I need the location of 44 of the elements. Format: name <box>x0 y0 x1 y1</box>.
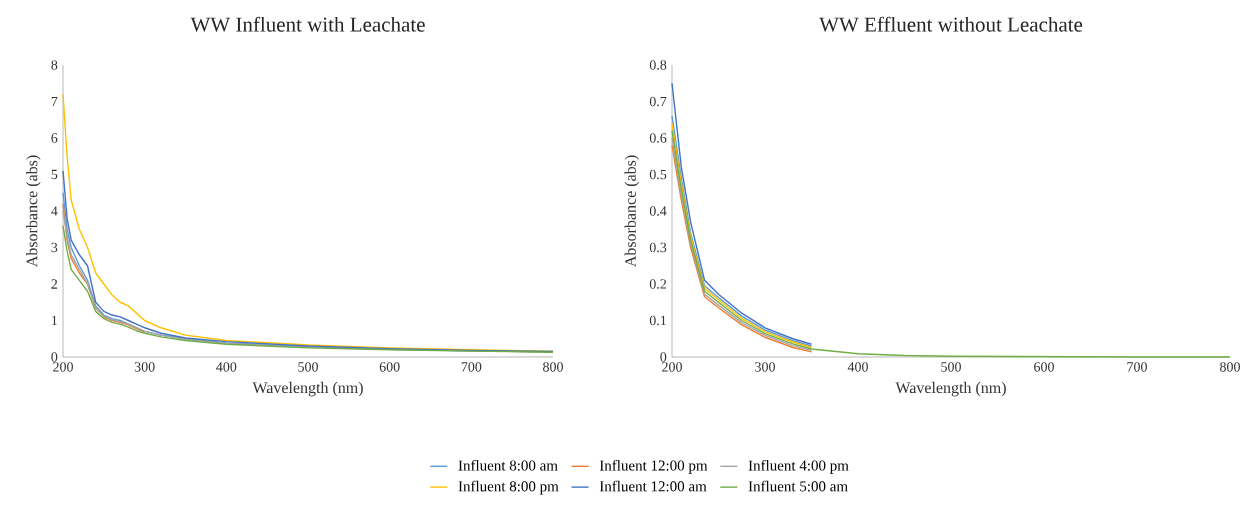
x-tick-label: 200 <box>662 362 682 372</box>
x-tick-label: 600 <box>1034 362 1054 372</box>
legend-label: Influent 8:00 pm <box>458 480 559 495</box>
x-tick-label: 200 <box>53 362 73 372</box>
x-tick-label: 300 <box>755 362 775 372</box>
y-tick-label: 0.7 <box>649 96 667 107</box>
y-tick-label: 6 <box>51 133 58 143</box>
y-tick-label: 3 <box>51 242 58 253</box>
x-tick-label: 300 <box>134 362 155 372</box>
y-tick-label: 4 <box>51 206 58 216</box>
legend-label: Influent 5:00 am <box>748 480 848 492</box>
legend-label: Influent 12:00 pm <box>599 459 708 474</box>
y-tick-label: 0.4 <box>649 206 667 216</box>
x-tick-label: 400 <box>847 362 868 372</box>
y-tick-label: 2 <box>51 279 58 289</box>
chart-title: WW Influent with Leachate <box>190 16 425 32</box>
chart-title: WW Effluent without Leachate <box>819 16 1083 32</box>
x-tick-label: 600 <box>379 362 400 372</box>
x-tick-label: 800 <box>543 362 563 372</box>
y-tick-label: 0.1 <box>649 315 666 326</box>
y-tick-label: 0.2 <box>649 279 667 289</box>
y-tick-label: 0.8 <box>649 60 667 70</box>
y-tick-label: 0.6 <box>649 133 667 143</box>
y-tick-label: 5 <box>51 169 58 180</box>
y-axis-title: Absorbance (abs) <box>26 155 41 268</box>
x-axis-title: Wavelength (nm) <box>252 381 363 397</box>
y-tick-label: 8 <box>51 60 58 70</box>
legend-label: Influent 12:00 am <box>599 480 707 492</box>
y-tick-label: 0 <box>660 352 667 362</box>
legend-label: Influent 4:00 pm <box>748 459 849 474</box>
y-axis-title: Absorbance (abs) <box>624 155 640 268</box>
x-tick-label: 800 <box>1220 362 1240 372</box>
y-tick-label: 7 <box>51 96 58 107</box>
x-tick-label: 700 <box>1127 362 1147 372</box>
x-axis-title: Wavelength (nm) <box>895 381 1006 397</box>
y-tick-label: 0.5 <box>649 169 667 180</box>
x-tick-label: 700 <box>461 362 482 372</box>
y-tick-label: 0 <box>51 352 58 362</box>
y-tick-label: 1 <box>52 315 57 326</box>
x-tick-label: 400 <box>216 362 237 372</box>
x-tick-label: 500 <box>941 362 961 372</box>
x-tick-label: 500 <box>298 362 318 372</box>
legend-label: Influent 8:00 am <box>458 459 558 471</box>
y-tick-label: 0.3 <box>649 242 667 253</box>
